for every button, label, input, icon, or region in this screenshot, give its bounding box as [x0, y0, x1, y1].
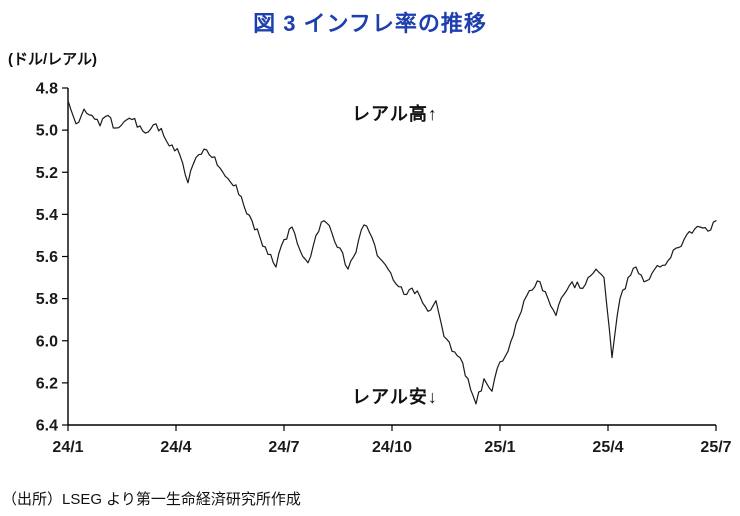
x-tick-label: 24/10 [372, 439, 412, 456]
x-tick-label: 25/7 [700, 439, 731, 456]
y-tick-label: 4.8 [36, 81, 58, 98]
y-tick-label: 5.4 [36, 207, 58, 224]
y-axis-unit-label: (ドル/レアル) [8, 51, 98, 68]
annotation-real-low: レアル安↓ [352, 387, 438, 407]
x-tick-label: 25/4 [592, 439, 623, 456]
x-tick-label: 24/4 [160, 439, 191, 456]
y-tick-label: 5.2 [36, 165, 58, 182]
chart-title: 図 3 インフレ率の推移 [253, 11, 487, 36]
annotation-real-high: レアル高↑ [352, 104, 438, 124]
exchange-rate-line [67, 100, 717, 405]
x-tick-label: 24/1 [52, 439, 83, 456]
x-tick-label: 25/1 [484, 439, 515, 456]
source-note: （出所）LSEG より第一生命経済研究所作成 [2, 491, 301, 508]
x-tick-label: 24/7 [268, 439, 299, 456]
y-tick-label: 6.2 [36, 375, 58, 392]
y-tick-label: 5.0 [36, 123, 58, 140]
y-tick-label: 6.4 [36, 418, 58, 435]
y-tick-label: 5.8 [36, 291, 58, 308]
y-tick-label: 5.6 [36, 249, 58, 266]
y-tick-label: 6.0 [36, 333, 58, 350]
